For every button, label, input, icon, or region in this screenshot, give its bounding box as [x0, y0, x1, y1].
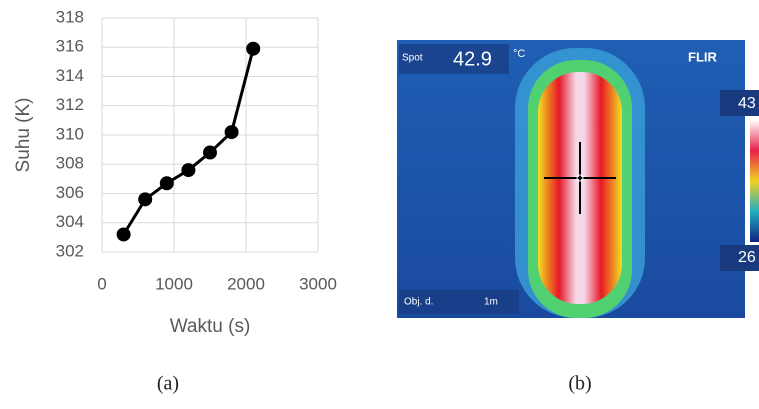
distance-value: 1m: [484, 297, 498, 308]
y-tick-label: 304: [56, 212, 84, 231]
x-tick-label: 3000: [299, 274, 337, 293]
x-tick-label: 2000: [227, 274, 265, 293]
data-point: [224, 125, 239, 140]
data-point: [203, 145, 217, 160]
y-tick-label: 310: [56, 124, 84, 143]
color-bar: [750, 120, 759, 242]
caption: (b): [568, 373, 591, 395]
line-chart: 302 304 306 308 310 312 314 316 318 0 1000 2000 3000…: [13, 7, 337, 337]
y-tick-label: 314: [56, 66, 84, 85]
x-tick-label: 0: [97, 274, 106, 293]
y-tick-label: 318: [56, 7, 84, 26]
y-tick-label: 312: [56, 95, 84, 114]
data-point: [138, 192, 153, 207]
spot-value: 42.9: [453, 48, 492, 70]
scale-max: 43: [738, 95, 756, 112]
scale-min: 26: [738, 249, 756, 266]
brand: FLIR: [688, 49, 717, 64]
y-tick-label: 302: [56, 241, 84, 260]
thermal-image: Spot 42.9 °C FLIR 43 26 Obj. d. 1m: [397, 40, 759, 318]
data-point: [116, 227, 131, 242]
y-axis-label: Suhu (K): [13, 98, 34, 173]
x-tick-label: 1000: [155, 274, 193, 293]
unit: °C: [513, 48, 525, 60]
y-tick-label: 306: [56, 183, 84, 202]
y-tick-label: 308: [56, 154, 84, 173]
distance-box: [399, 290, 519, 314]
scale-box: [720, 245, 759, 271]
spot-label: Spot: [402, 53, 423, 64]
data-point: [159, 176, 174, 191]
spot-box: [399, 44, 509, 74]
data-point: [181, 163, 196, 178]
data-point: [246, 41, 261, 56]
y-tick-label: 316: [56, 37, 84, 56]
crosshair-center: [576, 174, 584, 182]
distance-label: Obj. d.: [404, 297, 433, 308]
caption: (a): [157, 373, 179, 395]
scale-box: [720, 90, 759, 116]
x-axis-label: Waktu (s): [170, 316, 251, 337]
